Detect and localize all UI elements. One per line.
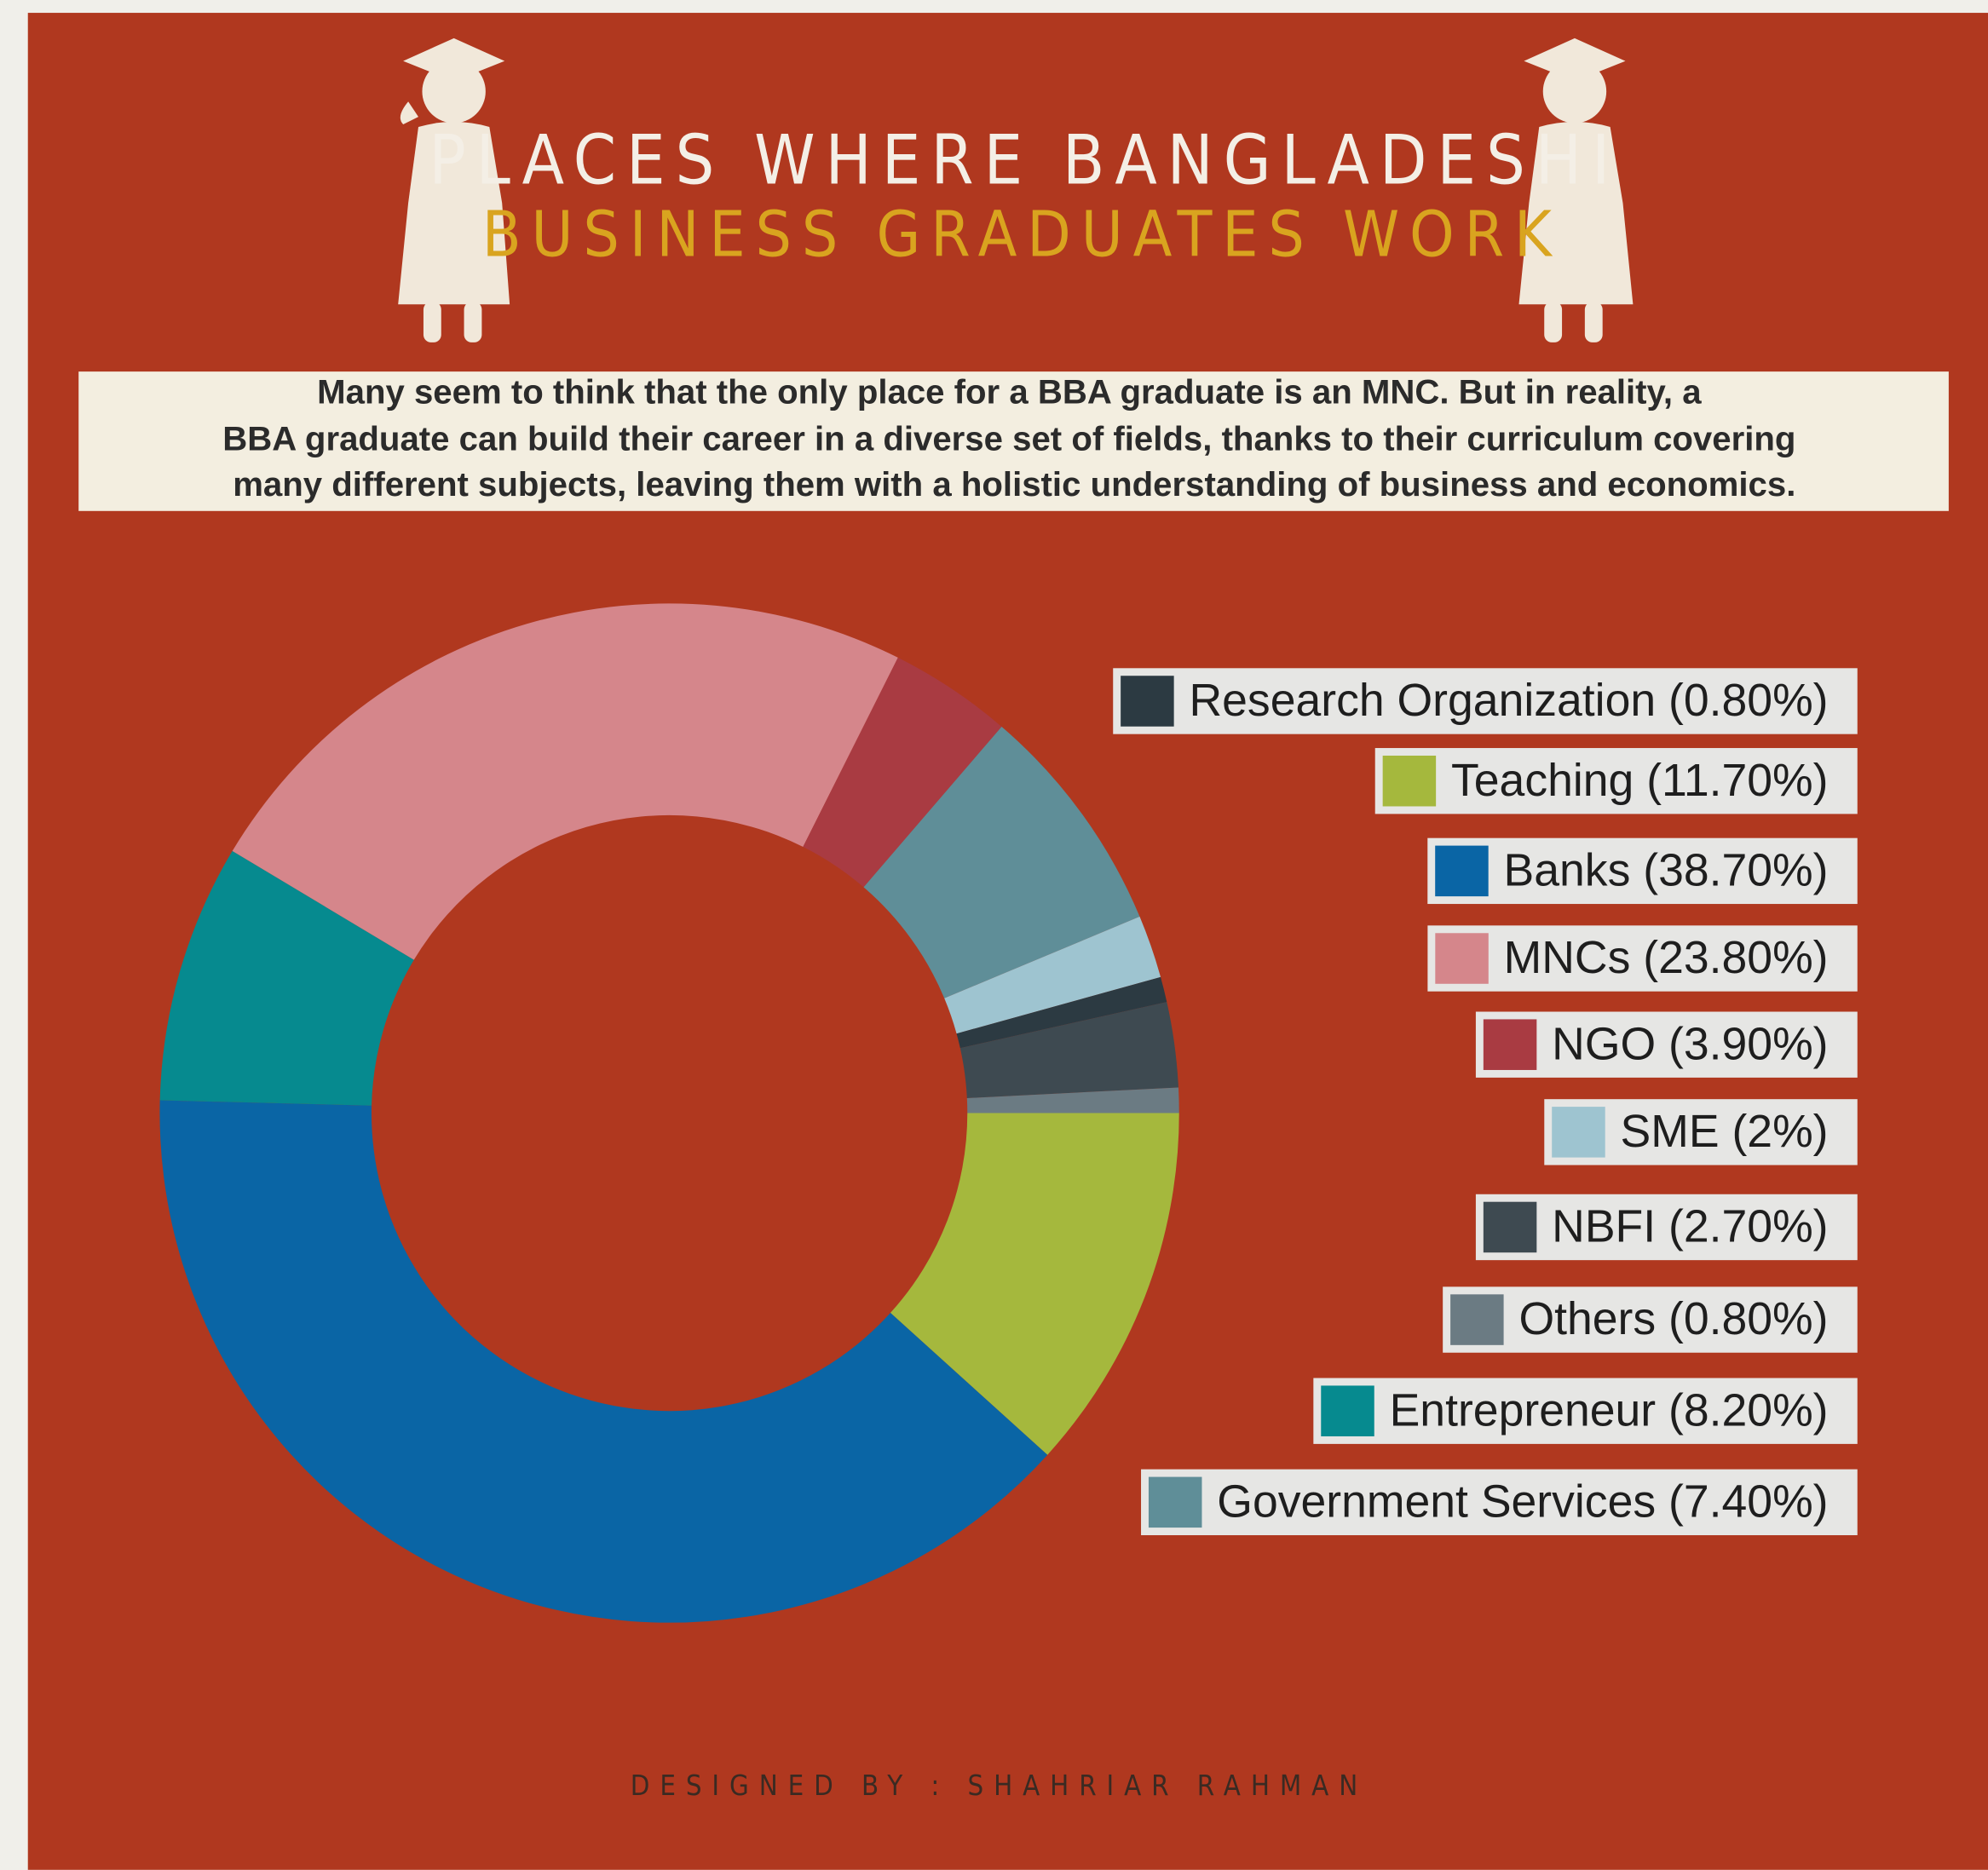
title: PLACES WHERE BANGLADESHI (429, 120, 1620, 200)
donut-slice (966, 1087, 1179, 1113)
donut-slice (956, 976, 1167, 1049)
legend-swatch (1450, 1294, 1504, 1345)
legend-box (1113, 668, 1858, 734)
legend-swatch (1435, 845, 1489, 897)
donut-slice (863, 726, 1140, 998)
donut-slice (959, 1002, 1178, 1098)
legend-label: Government Services (7.40%) (1217, 1476, 1828, 1527)
description-line: Many seem to think that the only place f… (317, 373, 1702, 411)
donut (159, 603, 1179, 1623)
donut-slice (159, 850, 414, 1106)
legend-swatch (1382, 755, 1437, 807)
legend-swatch (1435, 933, 1489, 984)
legend-label: Entrepreneur (8.20%) (1390, 1385, 1829, 1436)
legend-box (1475, 1011, 1858, 1078)
graduate-figure-right (1518, 37, 1634, 342)
legend-swatch (1483, 1201, 1537, 1253)
legend-box (1141, 1469, 1858, 1536)
legend-swatch (1552, 1107, 1605, 1158)
donut-slice (803, 657, 1002, 888)
legend-label: NBFI (2.70%) (1552, 1202, 1828, 1252)
legend-label: Others (0.80%) (1518, 1294, 1828, 1344)
donut-slice (890, 1113, 1179, 1455)
credit: DESIGNED BY : SHAHRIAR RAHMAN (631, 1769, 1368, 1802)
legend-label: Teaching (11.70%) (1451, 756, 1829, 806)
legend-box (1313, 1378, 1858, 1444)
legend-label: Research Organization (0.80%) (1189, 676, 1828, 726)
legend-box (1443, 1286, 1858, 1353)
legend-box (1427, 925, 1858, 992)
legend-swatch (1483, 1019, 1537, 1070)
legend-box (1374, 748, 1858, 814)
legend-box (1475, 1194, 1858, 1261)
legend: Research Organization (0.80%) Teaching (1… (1113, 668, 1858, 1536)
description-box (78, 371, 1949, 511)
graduate-figure-left (398, 37, 510, 342)
legend-swatch (1321, 1385, 1374, 1436)
description-line: many different subjects, leaving them wi… (233, 465, 1795, 503)
legend-label: Banks (38.70%) (1504, 845, 1829, 895)
donut-slice (232, 603, 898, 960)
subtitle: BUSINESS GRADUATES WORK (482, 197, 1562, 271)
legend-label: NGO (3.90%) (1552, 1019, 1828, 1069)
legend-label: MNCs (23.80%) (1504, 933, 1829, 983)
description-line: BBA graduate can build their career in a… (222, 420, 1795, 458)
donut-slice (159, 1100, 1048, 1623)
legend-label: SME (2%) (1621, 1107, 1829, 1157)
legend-swatch (1121, 676, 1174, 727)
legend-box (1427, 837, 1858, 905)
donut-slice (944, 916, 1161, 1034)
legend-swatch (1148, 1476, 1202, 1528)
